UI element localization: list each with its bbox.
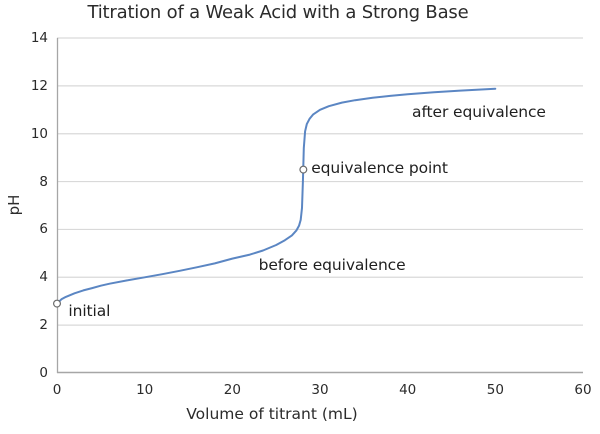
data-point-marker — [52, 299, 62, 308]
x-tick-label: 0 — [52, 382, 62, 398]
y-tick-label: 6 — [39, 221, 48, 238]
annotation-before-equivalence: before equivalence — [258, 256, 406, 275]
annotation-initial: initial — [68, 301, 111, 320]
y-tick-label: 4 — [39, 269, 48, 286]
y-tick-label: 12 — [30, 77, 48, 94]
plot-area: initial before equivalence equivalence poi… — [52, 37, 583, 374]
annotation-equivalence-point: equivalence point — [311, 159, 448, 178]
chart-title: Titration of a Weak Acid with a Strong B… — [87, 2, 469, 23]
annotation-after-equivalence: after equivalence — [412, 103, 546, 122]
y-tick-label: 2 — [39, 317, 48, 334]
y-tick-label: 0 — [39, 365, 48, 381]
x-tick-label: 50 — [486, 382, 504, 398]
y-tick-label: 10 — [30, 125, 48, 142]
y-tick-label: 14 — [30, 30, 48, 46]
plot-svg — [52, 37, 583, 374]
titration-curve — [56, 87, 497, 305]
x-axis-label: Volume of titrant (mL) — [186, 405, 358, 423]
x-tick-label: 10 — [136, 382, 154, 398]
data-point-marker — [299, 165, 308, 174]
x-tick-label: 60 — [574, 382, 592, 398]
x-tick-label: 20 — [223, 382, 241, 398]
x-tick-label: 30 — [311, 382, 329, 398]
y-axis-label: pH — [5, 194, 23, 216]
x-tick-label: 40 — [399, 382, 417, 398]
y-tick-label: 8 — [39, 173, 48, 190]
